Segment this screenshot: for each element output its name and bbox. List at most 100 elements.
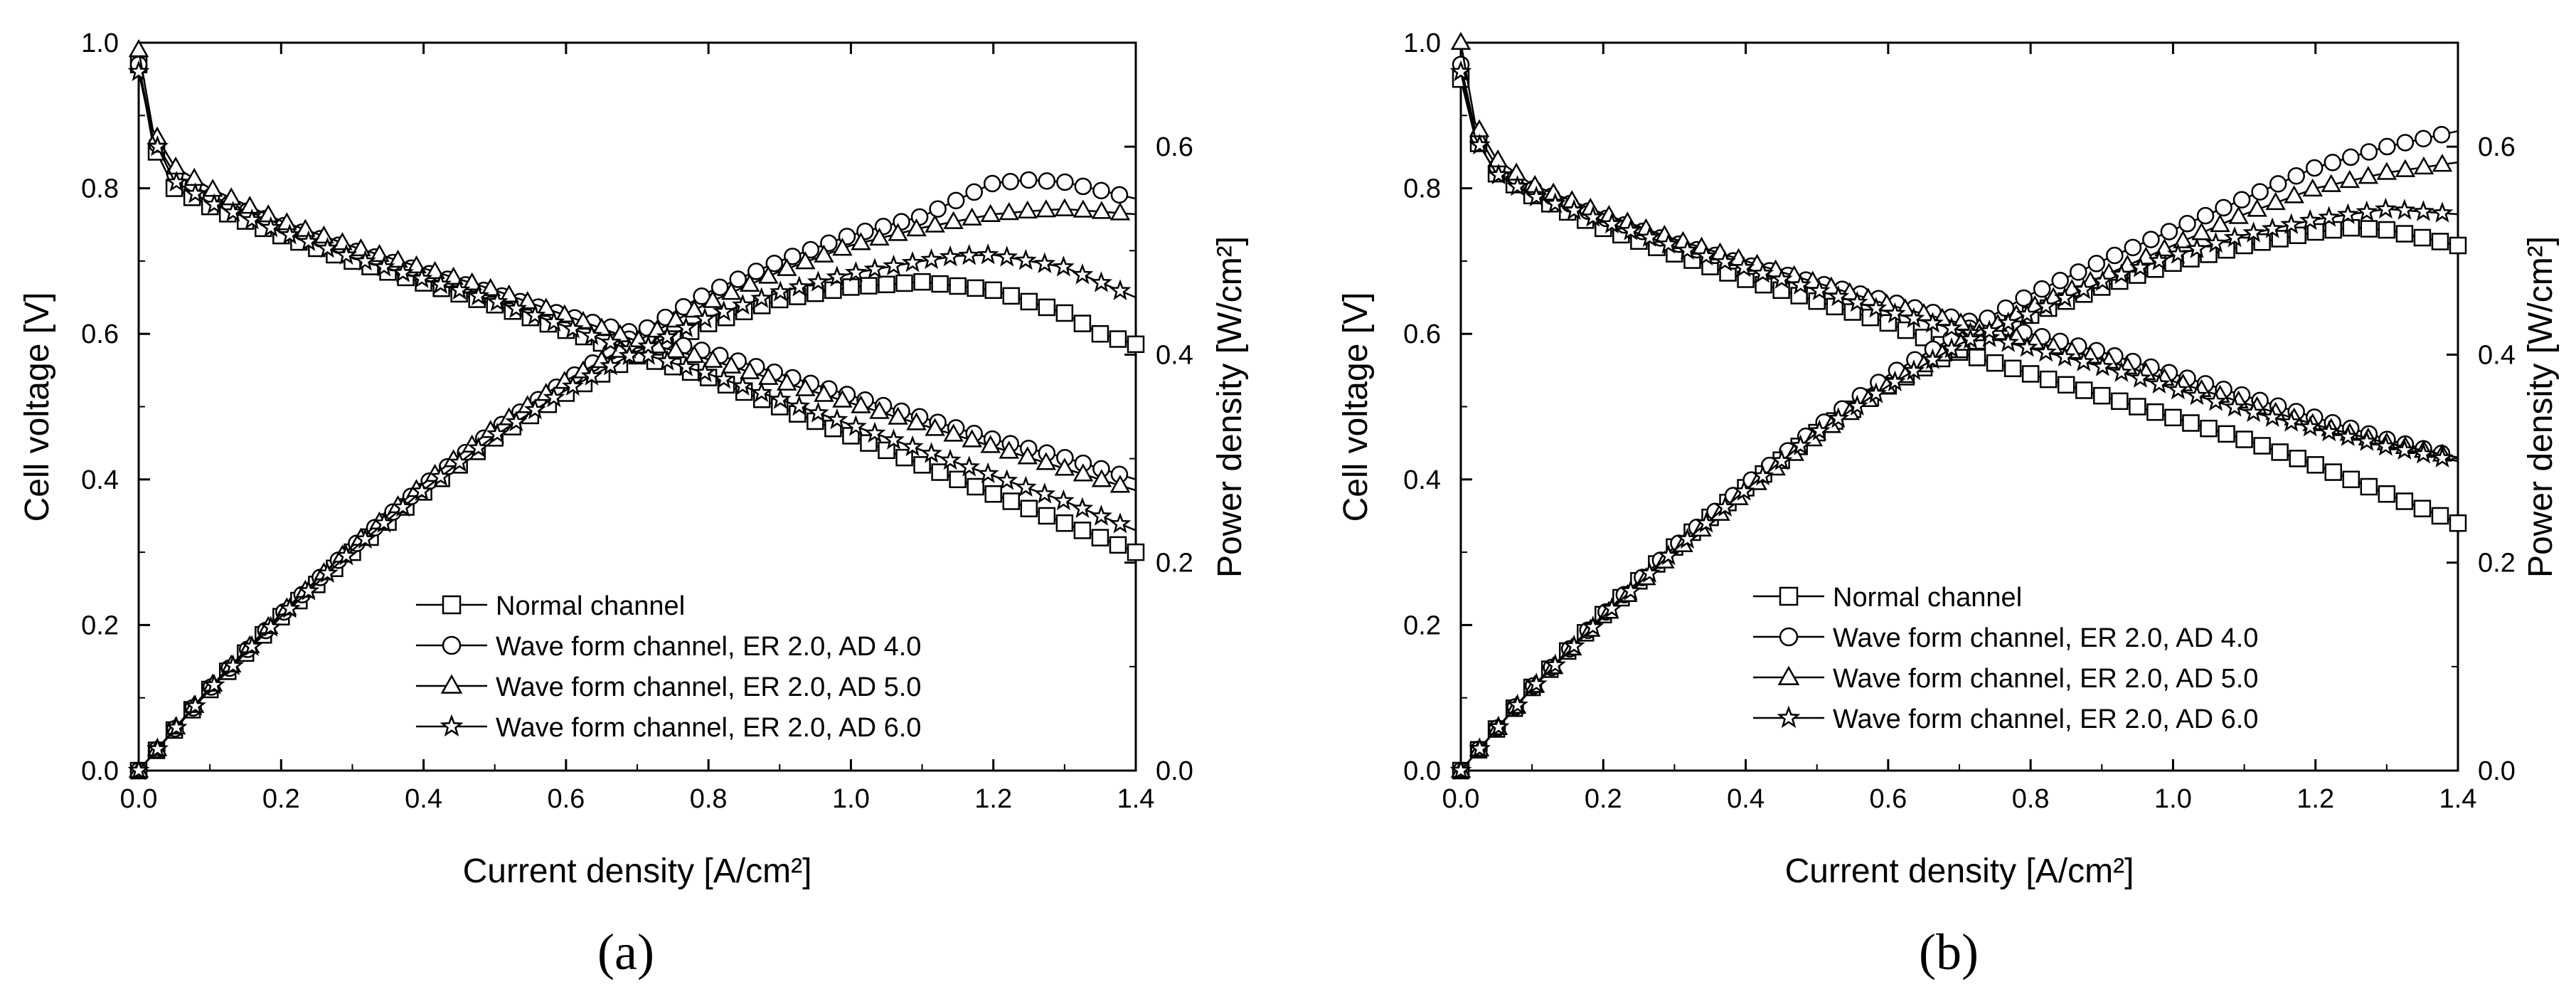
power-point [2302, 178, 2323, 197]
voltage-point [943, 423, 964, 442]
voltage-point [591, 317, 612, 336]
voltage-point [1038, 507, 1056, 525]
power-point [523, 398, 546, 420]
legend-label: Wave form channel, ER 2.0, AD 4.0 [496, 632, 921, 662]
power-point [2393, 199, 2416, 220]
voltage-point [1846, 290, 1868, 312]
power-point [958, 243, 981, 265]
y2-tick-label: 0.2 [1156, 549, 1193, 578]
voltage-point [1091, 469, 1112, 487]
legend-label: Wave form channel, ER 2.0, AD 6.0 [496, 713, 921, 743]
power-point [1582, 615, 1604, 637]
power-point [2269, 175, 2287, 193]
power-point [637, 334, 660, 356]
voltage-point [2342, 470, 2361, 489]
voltage-point [1997, 331, 2020, 352]
power-point [731, 293, 754, 315]
power-point [869, 227, 890, 246]
power-point [430, 465, 452, 487]
power-point [505, 410, 528, 432]
x-tick-label: 1.0 [832, 784, 870, 814]
y-tick-label: 1.0 [1403, 28, 1441, 58]
voltage-point [373, 255, 395, 277]
power-point [2287, 166, 2305, 185]
voltage-point [165, 171, 188, 192]
power-point [184, 694, 207, 716]
power-point [675, 316, 698, 338]
x-tick-label: 0.6 [1869, 784, 1907, 814]
x-tick-label: 0.2 [262, 784, 300, 814]
legend-marker [440, 714, 464, 737]
voltage-point [2111, 392, 2129, 411]
voltage-point [2271, 443, 2289, 461]
power-point [618, 344, 641, 366]
power-point [984, 281, 1002, 300]
power-point [373, 512, 395, 533]
power-point [2342, 148, 2360, 166]
power-point [1487, 715, 1510, 736]
power-point [2016, 302, 2038, 324]
power-point [2376, 162, 2397, 180]
y-tick-labels: 0.0 0.2 0.4 0.6 0.8 1.0 [1403, 28, 1441, 786]
power-point [600, 354, 622, 376]
power-point [2265, 191, 2286, 211]
voltage-point [2186, 384, 2208, 406]
power-point [2305, 159, 2324, 177]
x-tick-label: 1.0 [2154, 784, 2192, 814]
power-point [2106, 246, 2124, 265]
voltage-point [931, 463, 949, 481]
voltage-point [335, 243, 358, 265]
power-point [1036, 199, 1057, 218]
voltage-point [939, 448, 962, 470]
power-point [1017, 200, 1038, 218]
power-point [1071, 263, 1094, 285]
power-point [832, 238, 853, 256]
voltage-point [1676, 238, 1698, 260]
legend-item: Normal channel [416, 591, 685, 621]
legend-marker [1779, 586, 1799, 606]
power-point [2342, 218, 2361, 237]
voltage-point [807, 401, 829, 423]
power-point [561, 374, 584, 396]
power-point [2091, 270, 2114, 291]
voltage-point [750, 381, 773, 403]
power-point [983, 174, 1001, 193]
voltage-point [2072, 350, 2095, 371]
power-point [901, 251, 924, 273]
voltage-point [2021, 365, 2040, 383]
voltage-point [1883, 302, 1906, 324]
power-point [925, 214, 945, 233]
voltage-point [2336, 425, 2359, 447]
power-point [860, 277, 878, 295]
voltage-point [999, 440, 1019, 459]
voltage-point [147, 134, 169, 157]
voltage-point [2378, 485, 2396, 503]
voltage-point [832, 389, 853, 408]
power-point [1073, 199, 1094, 218]
power-point [1092, 181, 1110, 200]
voltage-point [769, 388, 792, 409]
voltage-point [962, 429, 982, 448]
voltage-point [731, 374, 754, 396]
x-tick-label: 0.0 [120, 784, 158, 814]
power-point [2415, 130, 2432, 148]
voltage-point [996, 469, 1018, 490]
power-point [486, 422, 509, 444]
power-point [999, 202, 1019, 221]
power-point [1883, 370, 1906, 391]
legend-marker [442, 595, 462, 615]
power-point [1902, 359, 1925, 381]
y2-tick-label: 0.0 [1156, 756, 1193, 786]
power-point [1770, 449, 1793, 471]
voltage-point [777, 372, 797, 391]
voltage-point [2003, 359, 2022, 378]
power-point [1056, 173, 1074, 191]
voltage-point [2306, 456, 2324, 474]
voltage-point [720, 355, 742, 374]
voltage-point [2356, 430, 2378, 451]
voltage-point [1487, 163, 1510, 185]
voltage-point [295, 218, 316, 237]
y-tick-label: 0.8 [1403, 174, 1441, 204]
voltage-point [2299, 415, 2321, 437]
voltage-point [2395, 492, 2414, 510]
